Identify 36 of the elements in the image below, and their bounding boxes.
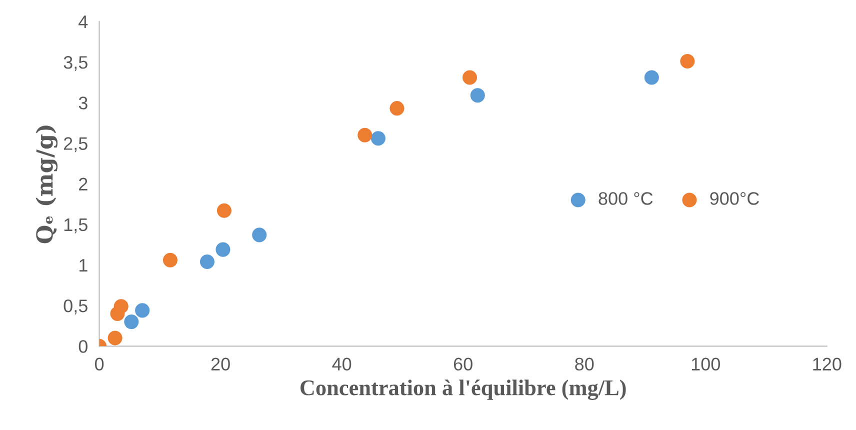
y-tick-label: 1,5: [64, 218, 88, 234]
point: [162, 252, 178, 268]
point: [124, 314, 139, 330]
point: [252, 228, 267, 242]
point: [370, 131, 386, 146]
x-tick-label: 20: [211, 358, 230, 371]
point: [358, 128, 372, 142]
point: [135, 303, 150, 318]
y-axis-title: Qₑ (mg/g): [36, 126, 58, 244]
y-tick-label: 0,5: [64, 300, 88, 314]
x-tick-label: 60: [454, 358, 472, 371]
x-tick-label: 80: [575, 358, 594, 371]
y-tick-label: 2: [79, 178, 88, 190]
point: [108, 330, 122, 346]
x-tick-label: 100: [692, 358, 720, 371]
point: [462, 70, 478, 85]
point: [114, 299, 128, 314]
point: [216, 242, 230, 257]
point: [680, 54, 695, 69]
point: [470, 88, 485, 103]
x-tick-label: 40: [332, 358, 352, 371]
legend-label: 900°C: [710, 192, 760, 205]
x-tick-label: 120: [813, 358, 842, 371]
x-axis-title: Concentration à l'équilibre (mg/L): [300, 380, 626, 400]
point: [200, 254, 215, 270]
point: [390, 101, 404, 116]
y-tick-label: 1: [80, 259, 88, 272]
y-tick-label: 0: [78, 340, 88, 353]
y-tick-label: 2,5: [64, 137, 88, 152]
legend-label: 800 °C: [598, 192, 653, 205]
point: [216, 203, 232, 218]
y-tick-label: 3,5: [64, 56, 88, 71]
x-tick-label: 0: [94, 358, 104, 371]
y-tick-label: 3: [78, 96, 88, 110]
y-tick-label: 4: [78, 16, 88, 28]
point: [644, 70, 659, 85]
